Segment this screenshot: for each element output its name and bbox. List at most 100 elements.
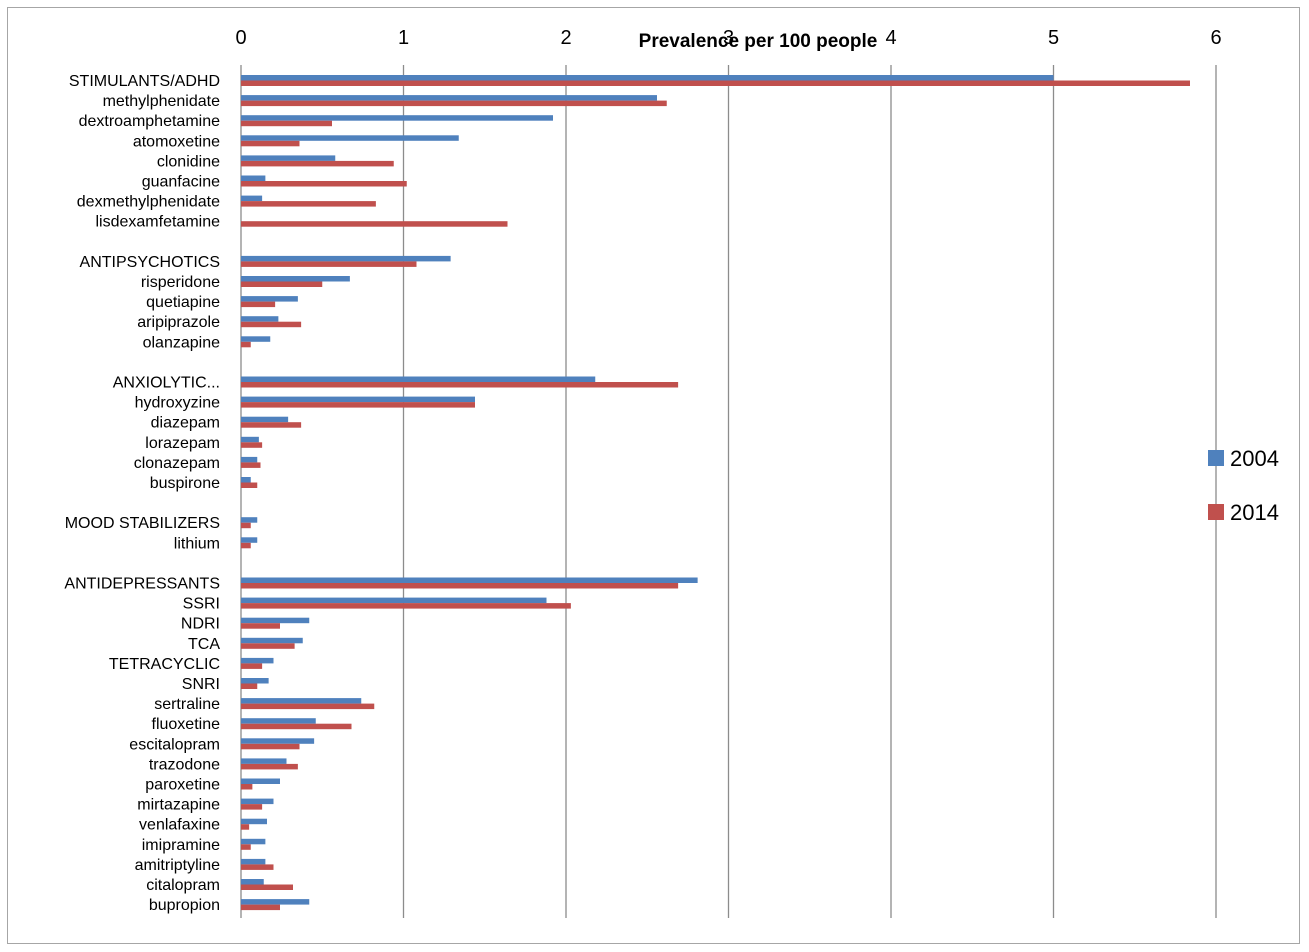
category-label: hydroxyzine [135,395,220,412]
chart-title: Prevalence per 100 people [639,31,878,52]
category-label: olanzapine [143,334,221,351]
bar-2014 [241,804,263,810]
x-tick-label: 1 [398,27,409,49]
bar-2004 [241,75,1054,81]
category-label: buspirone [150,475,220,492]
bar-2014 [241,904,280,911]
bar-2004 [241,879,264,885]
category-label: diazepam [151,415,220,432]
bar-2014 [241,703,375,710]
legend-swatch [1208,504,1224,520]
bar-2004 [241,577,698,583]
chart-frame [7,7,1300,944]
bar-2004 [241,738,315,744]
category-label: dexmethylphenidate [77,194,220,211]
bar-2004 [241,798,274,805]
category-label: amitriptyline [135,857,220,874]
category-label: lisdexamfetamine [96,214,221,231]
x-tick-label: 2 [560,27,571,49]
category-label: paroxetine [145,777,220,794]
bar-2014 [241,160,394,167]
category-label: dextroamphetamine [79,113,221,130]
category-label: NDRI [181,616,220,633]
category-label: TETRACYCLIC [109,656,220,673]
category-label: quetiapine [146,294,220,311]
bar-2014 [241,120,332,127]
bar-2004 [241,698,362,704]
bar-2014 [241,542,251,549]
bar-2014 [241,583,679,589]
bar-2014 [241,784,253,790]
bar-2004 [241,718,316,724]
bar-2014 [241,723,352,730]
bar-2014 [241,422,302,428]
category-label: clonazepam [134,455,220,472]
bar-2014 [241,743,300,750]
bar-2014 [241,522,251,529]
bar-2014 [241,321,302,328]
bar-2004 [241,376,596,382]
category-label: imipramine [142,837,220,854]
x-tick-label: 6 [1210,27,1221,49]
bar-2004 [241,396,475,403]
bar-2004 [241,155,336,161]
bar-2014 [241,442,263,448]
bar-2014 [241,341,251,348]
bar-2014 [241,80,1190,86]
bar-2014 [241,261,417,267]
bar-2014 [241,623,280,629]
bar-2014 [241,824,250,830]
bar-2004 [241,517,258,523]
bar-2004 [241,617,310,624]
bar-2004 [241,637,303,644]
bar-2004 [241,838,266,845]
bar-2004 [241,255,451,262]
category-label: risperidone [141,274,220,291]
category-label: bupropion [149,897,220,914]
category-label: clonidine [157,153,220,170]
bar-2014 [241,683,258,689]
bar-2014 [241,884,293,890]
bar-2004 [241,115,553,121]
bar-2004 [241,456,258,463]
bar-2014 [241,663,263,669]
bar-2004 [241,778,280,784]
bar-2014 [241,382,679,388]
bar-2004 [241,195,263,202]
category-label: sertraline [154,696,220,713]
category-label: MOOD STABILIZERS [65,515,220,532]
bar-2014 [241,140,300,147]
bar-2004 [241,436,259,443]
bar-2004 [241,336,271,342]
category-label: methylphenidate [103,93,221,110]
x-tick-label: 0 [235,27,246,49]
bar-2004 [241,95,657,101]
category-label: ANTIDEPRESSANTS [64,576,220,593]
bars [241,75,1190,911]
bar-2014 [241,201,376,207]
category-label: venlafaxine [139,817,220,834]
legend-label: 2004 [1230,446,1279,471]
category-label: lorazepam [145,435,220,452]
bar-2004 [241,416,289,423]
category-label: SNRI [182,676,220,693]
bar-2004 [241,858,266,865]
bar-2014 [241,763,298,770]
bar-2014 [241,643,295,649]
bar-2004 [241,597,547,604]
category-label: lithium [174,535,220,552]
bar-2004 [241,758,287,764]
legend: 2004 2014 [1208,446,1279,525]
x-tick-label: 3 [723,27,734,49]
bar-2014 [241,281,323,287]
bar-2014 [241,603,571,609]
bar-2014 [241,181,407,187]
bar-2004 [241,818,267,825]
bar-2014 [241,844,251,850]
category-label: fluoxetine [152,716,221,733]
gridlines [240,65,1217,918]
legend-label: 2014 [1230,500,1279,525]
category-label: citalopram [146,877,220,894]
bar-2014 [241,482,258,488]
